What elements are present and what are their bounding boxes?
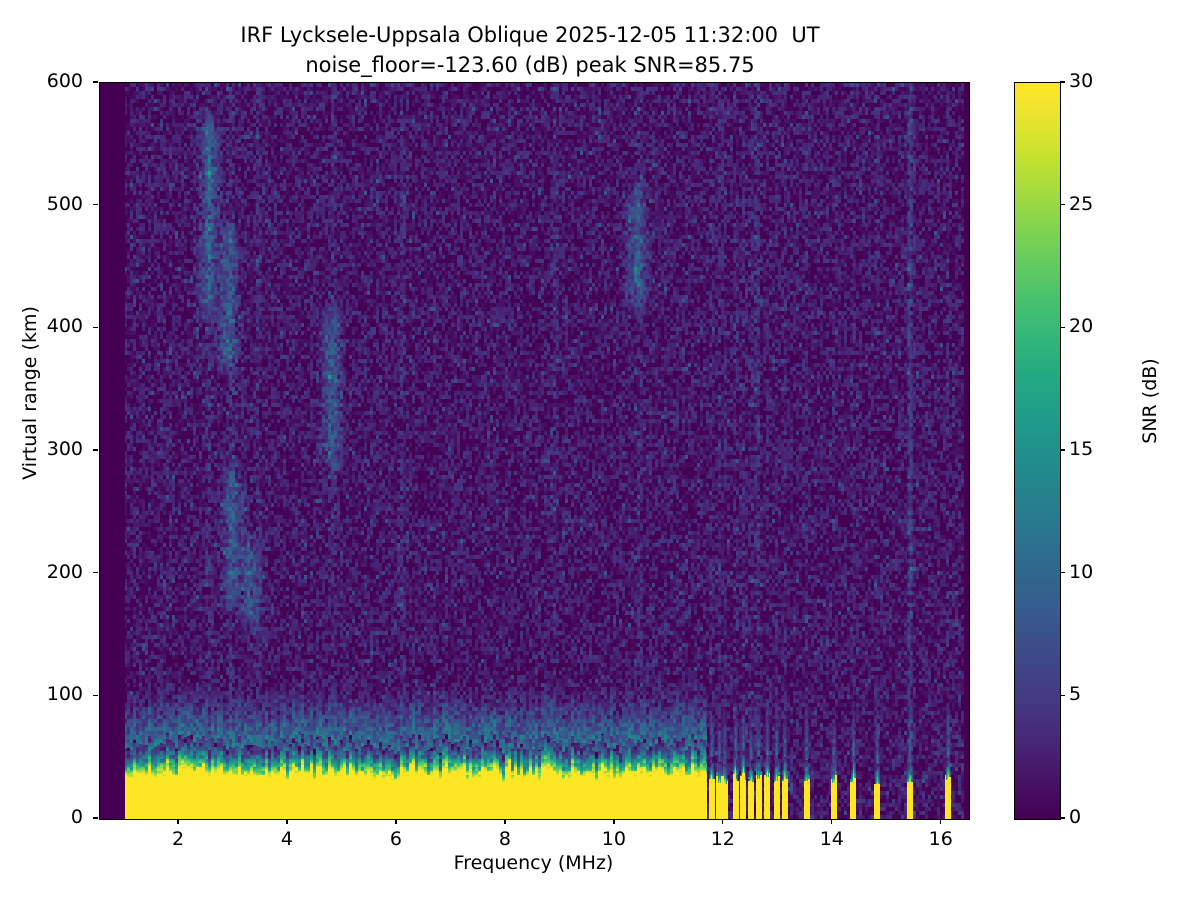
y-tick-label: 600 <box>46 70 83 92</box>
colorbar <box>1014 82 1061 820</box>
colorbar-tick <box>1060 817 1066 819</box>
colorbar-tick-label: 30 <box>1069 70 1094 92</box>
x-tick-label: 16 <box>928 828 953 850</box>
y-tick <box>92 204 98 206</box>
title-line-1: IRF Lycksele-Uppsala Oblique 2025-12-05 … <box>240 23 820 47</box>
y-tick <box>92 694 98 696</box>
y-tick-label: 0 <box>70 806 83 828</box>
y-tick-label: 400 <box>46 315 83 338</box>
colorbar-tick-label: 5 <box>1069 683 1082 706</box>
x-axis-label: Frequency (MHz) <box>453 852 614 874</box>
y-tick-label: 100 <box>46 683 83 706</box>
title-line-2: noise_floor=-123.60 (dB) peak SNR=85.75 <box>305 53 755 77</box>
y-tick <box>92 817 98 819</box>
colorbar-tick <box>1060 81 1066 83</box>
colorbar-label: SNR (dB) <box>1139 358 1161 444</box>
colorbar-tick <box>1060 326 1066 328</box>
colorbar-gradient <box>1015 83 1060 819</box>
x-tick-label: 4 <box>280 828 293 850</box>
y-tick <box>92 572 98 574</box>
y-axis-label: Virtual range (km) <box>19 306 41 480</box>
x-tick <box>504 819 506 825</box>
x-tick <box>286 819 288 825</box>
colorbar-tick-label: 0 <box>1069 806 1082 828</box>
ionogram-axes <box>99 82 970 820</box>
y-tick <box>92 326 98 328</box>
x-tick <box>613 819 615 825</box>
ionogram-heatmap <box>100 83 969 819</box>
x-tick <box>722 819 724 825</box>
x-tick <box>940 819 942 825</box>
colorbar-tick-label: 25 <box>1069 192 1094 215</box>
y-tick <box>92 81 98 83</box>
x-tick <box>395 819 397 825</box>
x-tick-label: 2 <box>171 828 185 850</box>
colorbar-tick <box>1060 572 1066 574</box>
y-tick <box>92 449 98 451</box>
colorbar-tick-label: 15 <box>1069 438 1094 460</box>
y-tick-label: 300 <box>46 438 83 460</box>
x-tick-label: 6 <box>389 828 402 850</box>
colorbar-tick <box>1060 449 1066 451</box>
colorbar-tick-label: 20 <box>1069 315 1094 338</box>
y-tick-label: 500 <box>46 192 83 215</box>
x-tick-label: 8 <box>498 828 511 850</box>
colorbar-tick-label: 10 <box>1069 560 1094 583</box>
x-tick <box>177 819 179 825</box>
y-tick-label: 200 <box>46 560 83 583</box>
figure-title: IRF Lycksele-Uppsala Oblique 2025-12-05 … <box>0 20 1060 80</box>
x-tick-label: 10 <box>601 828 626 850</box>
colorbar-tick <box>1060 204 1066 206</box>
x-tick-label: 14 <box>819 828 844 850</box>
x-tick <box>831 819 833 825</box>
colorbar-tick <box>1060 694 1066 696</box>
x-tick-label: 12 <box>710 828 735 850</box>
